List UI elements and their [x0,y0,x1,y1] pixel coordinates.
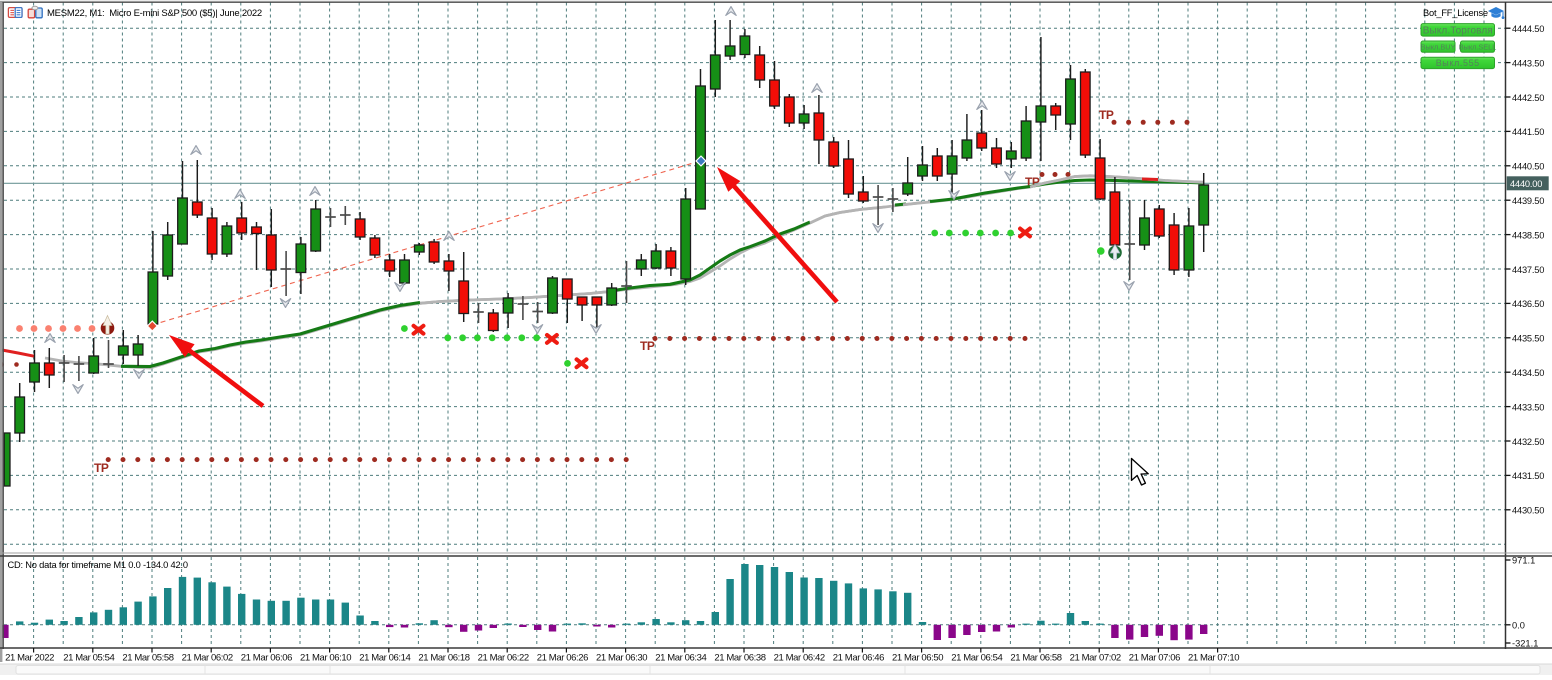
svg-text:21 Mar 06:30: 21 Mar 06:30 [596,653,647,664]
svg-text:21 Mar 05:58: 21 Mar 05:58 [122,653,173,664]
svg-text:TP: TP [1099,108,1114,122]
svg-text:21 Mar 06:10: 21 Mar 06:10 [300,653,351,664]
svg-text:Bot_FF_License: Bot_FF_License [1423,8,1488,18]
svg-text:21 Mar 07:06: 21 Mar 07:06 [1129,653,1180,664]
svg-text:21 Mar 06:38: 21 Mar 06:38 [714,653,765,664]
svg-text:971.1: 971.1 [1512,556,1535,566]
svg-text:4439.50: 4439.50 [1512,196,1544,206]
svg-text:21 Mar 06:58: 21 Mar 06:58 [1010,653,1061,664]
svg-text:4430.50: 4430.50 [1512,506,1544,516]
svg-text:21 Mar 06:34: 21 Mar 06:34 [655,653,706,664]
svg-text:4442.50: 4442.50 [1512,93,1544,103]
svg-text:21 Mar 06:02: 21 Mar 06:02 [182,653,233,664]
svg-text:TP: TP [640,339,655,353]
svg-text:21 Mar 06:46: 21 Mar 06:46 [833,653,884,664]
svg-text:Выкл.BUY: Выкл.BUY [1421,42,1456,51]
svg-text:21 Mar 06:50: 21 Mar 06:50 [892,653,943,664]
svg-text:-321.1: -321.1 [1512,639,1538,649]
svg-text:4438.50: 4438.50 [1512,230,1544,240]
svg-text:21 Mar 06:14: 21 Mar 06:14 [359,653,410,664]
svg-text:4440.50: 4440.50 [1512,162,1544,172]
svg-text:4444.50: 4444.50 [1512,24,1544,34]
svg-text:Выкл.SELL: Выкл.SELL [1459,42,1497,51]
svg-text:21 Mar 05:54: 21 Mar 05:54 [63,653,114,664]
svg-text:4440.00: 4440.00 [1510,179,1542,189]
svg-text:21 Mar 06:06: 21 Mar 06:06 [241,653,292,664]
svg-text:21 Mar 2022: 21 Mar 2022 [5,653,54,664]
svg-text:21 Mar 06:18: 21 Mar 06:18 [418,653,469,664]
svg-text:0.0: 0.0 [1512,621,1525,631]
svg-text:4433.50: 4433.50 [1512,402,1544,412]
svg-text:4434.50: 4434.50 [1512,368,1544,378]
svg-text:21 Mar 07:02: 21 Mar 07:02 [1070,653,1121,664]
svg-text:21 Mar 06:22: 21 Mar 06:22 [478,653,529,664]
svg-text:4436.50: 4436.50 [1512,299,1544,309]
svg-text:TP: TP [94,461,109,475]
svg-text:4431.50: 4431.50 [1512,471,1544,481]
svg-text:4437.50: 4437.50 [1512,265,1544,275]
svg-text:4443.50: 4443.50 [1512,58,1544,68]
svg-text:4435.50: 4435.50 [1512,334,1544,344]
svg-text:Выкл.555: Выкл.555 [1436,58,1480,68]
svg-text:21 Mar 06:54: 21 Mar 06:54 [951,653,1002,664]
svg-text:4441.50: 4441.50 [1512,127,1544,137]
svg-text:MESM22, M1: Micro E-mini S&P: MESM22, M1: Micro E-mini S&P 500 ($5)| J… [47,8,262,19]
svg-text:21 Mar 07:10: 21 Mar 07:10 [1188,653,1239,664]
svg-text:CD: No data for timeframe M1 0: CD: No data for timeframe M1 0.0 -134.0 … [8,560,188,570]
svg-text:21 Mar 06:42: 21 Mar 06:42 [774,653,825,664]
svg-text:4432.50: 4432.50 [1512,437,1544,447]
svg-text:Выкл.Торговля: Выкл.Торговля [1423,25,1493,36]
svg-text:21 Mar 06:26: 21 Mar 06:26 [537,653,588,664]
